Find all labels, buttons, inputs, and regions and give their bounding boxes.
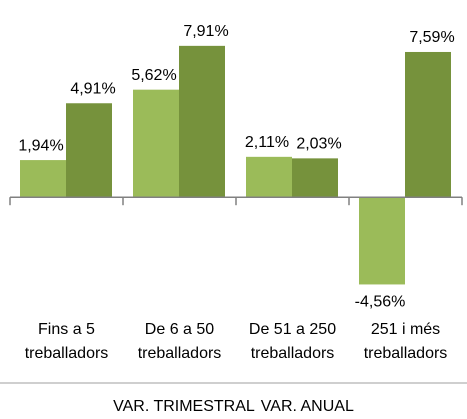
bar — [359, 197, 405, 285]
x-tick-label: treballadors — [251, 345, 335, 362]
x-tick-label: treballadors — [138, 345, 222, 362]
x-tick-label: De 6 a 50 — [145, 321, 214, 338]
value-label: 5,62% — [131, 67, 176, 84]
bar — [133, 89, 179, 198]
x-tick-label: treballadors — [364, 345, 448, 362]
value-label: 2,11% — [245, 134, 289, 151]
bar — [66, 103, 112, 198]
value-label: -4,56% — [355, 294, 406, 311]
value-label: 1,94% — [18, 137, 63, 154]
legend-entry: VAR. TRIMESTRAL — [113, 398, 255, 415]
value-label: 7,59% — [409, 29, 454, 46]
bar — [20, 160, 66, 198]
x-tick-label: 251 i més — [371, 321, 440, 338]
value-label: 4,91% — [70, 80, 115, 97]
bar — [292, 158, 338, 198]
value-label: 7,91% — [183, 23, 228, 40]
legend-entry: VAR. ANUAL — [261, 398, 354, 415]
bar — [405, 51, 451, 198]
x-tick-label: De 51 a 250 — [249, 321, 336, 338]
x-tick-label: Fins a 5 — [38, 321, 95, 338]
value-label: 2,03% — [296, 136, 341, 153]
bar — [246, 156, 292, 198]
x-tick-label: treballadors — [25, 345, 109, 362]
bar — [179, 45, 225, 198]
